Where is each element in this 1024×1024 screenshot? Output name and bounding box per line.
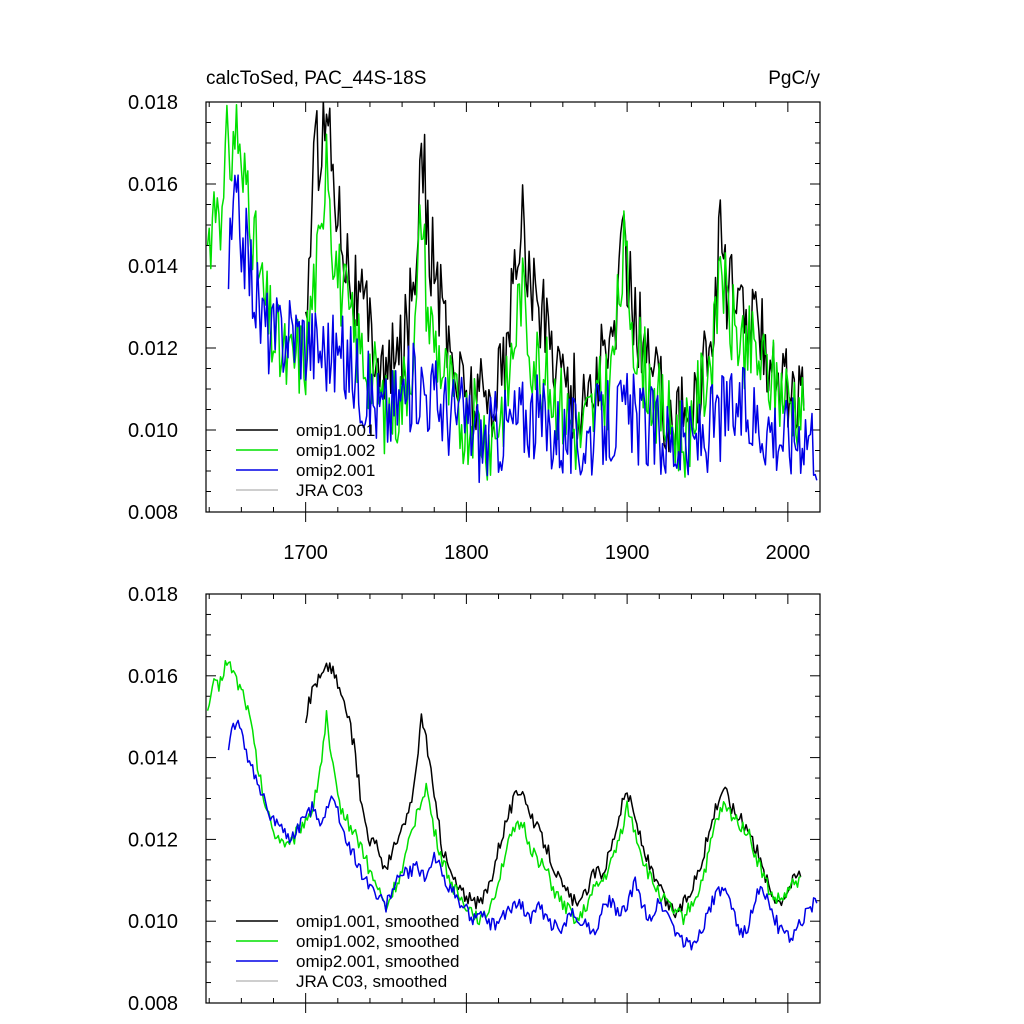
series-line-omip2-001 [227,174,818,484]
top-legend-label: JRA C03 [296,481,363,500]
top-y-tick-label: 0.012 [128,338,178,360]
bottom-panel: 0.008 0.010 0.012 0.014 0.016 0.018 omip1.001… [128,584,821,1015]
series-line-omip1-002-smoothed [206,660,801,926]
bottom-y-tick-label: 0.010 [128,911,178,933]
top-series-group [206,102,818,484]
top-x-tick-label: 1800 [444,542,489,564]
bottom-legend-label: omip2.001, smoothed [296,952,460,971]
top-legend-label: omip1.001 [296,421,375,440]
top-x-tick-label: 2000 [766,542,811,564]
top-axes: 0.008 0.010 0.012 0.014 0.016 0.018 1700 1800 19… [128,92,821,564]
bottom-series-group [206,660,818,951]
top-y-tick-label: 0.014 [128,256,178,278]
top-x-tick-label: 1700 [283,542,328,564]
bottom-legend-label: JRA C03, smoothed [296,972,447,991]
bottom-y-tick-label: 0.008 [128,993,178,1015]
top-y-tick-label: 0.018 [128,92,178,114]
bottom-legend-label: omip1.001, smoothed [296,912,460,931]
top-legend-label: omip2.001 [296,461,375,480]
bottom-legend-label: omip1.002, smoothed [296,932,460,951]
bottom-axes: 0.008 0.010 0.012 0.014 0.016 0.018 [128,584,821,1015]
top-y-tick-label: 0.010 [128,420,178,442]
top-panel: 0.008 0.010 0.012 0.014 0.016 0.018 1700 1800 19… [128,92,821,564]
bottom-y-tick-label: 0.018 [128,584,178,606]
bottom-y-tick-label: 0.014 [128,748,178,770]
chart-title: calcToSed, PAC_44S-18S [206,68,426,89]
top-x-tick-label: 1900 [605,542,650,564]
bottom-y-tick-label: 0.016 [128,666,178,688]
top-y-tick-label: 0.016 [128,174,178,196]
series-line-omip1-002 [206,103,805,481]
top-y-tick-label: 0.008 [128,502,178,524]
top-legend-label: omip1.002 [296,441,375,460]
series-line-omip2-001-smoothed [227,719,818,951]
bottom-y-tick-label: 0.012 [128,829,178,851]
series-line-omip1-001-smoothed [304,662,802,919]
units-label: PgC/y [768,68,820,89]
